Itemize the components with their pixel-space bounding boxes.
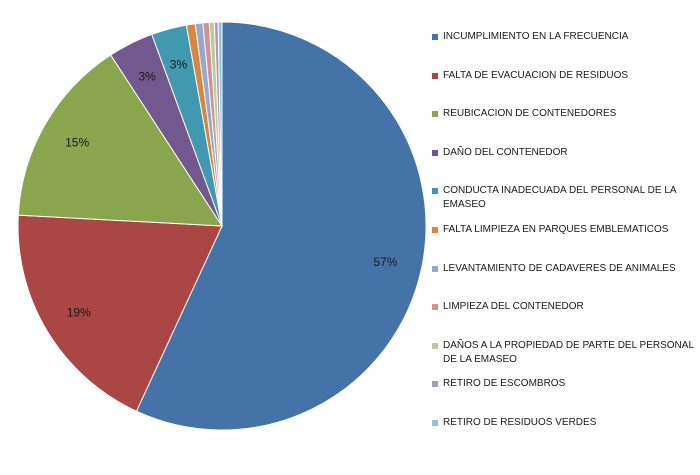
legend-item-2: REUBICACION DE CONTENEDORES: [432, 107, 700, 121]
legend-label-5: FALTA LIMPIEZA EN PARQUES EMBLEMATICOS: [443, 224, 669, 235]
legend-item-6: LEVANTAMIENTO DE CADAVERES DE ANIMALES: [432, 262, 700, 276]
legend-label-8: DAÑOS A LA PROPIEDAD DE PARTE DEL PERSON…: [443, 339, 694, 365]
data-label-0: 57%: [373, 255, 397, 269]
data-label-1: 19%: [67, 305, 91, 319]
legend-label-3: DAÑO DEL CONTENEDOR: [443, 146, 568, 158]
legend-label-10: RETIRO DE RESIDUOS VERDES: [443, 417, 597, 428]
legend-item-3: DAÑO DEL CONTENEDOR: [432, 146, 700, 160]
legend-swatch-10: [432, 420, 438, 426]
pie-slice-2: [17, 54, 223, 227]
legend-swatch-6: [432, 265, 438, 272]
legend-item-4: CONDUCTA INADECUADA DEL PERSONAL DE LA E…: [432, 184, 700, 212]
legend-item-8: DAÑOS A LA PROPIEDAD DE PARTE DEL PERSON…: [432, 339, 700, 367]
legend-label-9: RETIRO DE ESCOMBROS: [443, 378, 566, 390]
legend-swatch-2: [432, 111, 438, 118]
pie-plot-area: 57% 19% 15% 3% 3%: [17, 21, 427, 431]
legend-item-9: RETIRO DE ESCOMBROS: [432, 377, 700, 391]
legend-swatch-4: [432, 188, 438, 195]
legend-label-7: LIMPIEZA DEL CONTENEDOR: [443, 301, 584, 313]
legend-swatch-8: [432, 342, 438, 349]
legend-label-0: INCUMPLIMIENTO EN LA FRECUENCIA: [443, 31, 629, 42]
legend-label-1: FALTA DE EVACUACION DE RESIDUOS: [443, 69, 629, 81]
pie-slice-10: [217, 21, 223, 227]
legend-item-7: LIMPIEZA DEL CONTENEDOR: [432, 300, 700, 314]
legend-swatch-5: [432, 227, 438, 233]
pie-slice-0: [135, 21, 427, 431]
data-label-4: 3%: [170, 57, 188, 71]
legend-swatch-1: [432, 72, 438, 79]
pie-slice-1: [17, 214, 223, 412]
legend-item-1: FALTA DE EVACUACION DE RESIDUOS: [432, 69, 700, 83]
data-label-3: 3%: [138, 69, 156, 83]
legend-swatch-9: [432, 381, 438, 388]
legend-swatch-3: [432, 149, 438, 156]
legend-swatch-0: [432, 34, 438, 40]
legend-swatch-7: [432, 304, 438, 311]
legend-item-0: INCUMPLIMIENTO EN LA FRECUENCIA: [432, 30, 700, 44]
legend-label-4: CONDUCTA INADECUADA DEL PERSONAL DE LA E…: [443, 185, 677, 211]
data-label-2: 15%: [65, 135, 89, 149]
legend-item-10: RETIRO DE RESIDUOS VERDES: [432, 416, 700, 430]
legend-label-2: REUBICACION DE CONTENEDORES: [443, 108, 617, 120]
legend-item-5: FALTA LIMPIEZA EN PARQUES EMBLEMATICOS: [432, 223, 700, 237]
legend-label-6: LEVANTAMIENTO DE CADAVERES DE ANIMALES: [443, 262, 676, 274]
